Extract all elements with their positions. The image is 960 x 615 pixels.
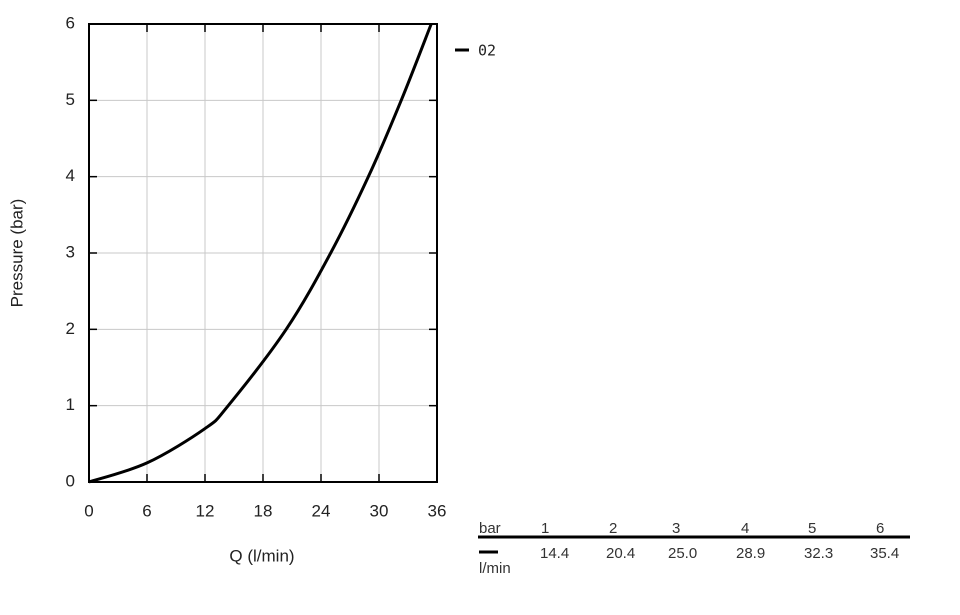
table-header-cell: 4	[741, 520, 749, 537]
x-tick-label: 30	[370, 501, 389, 520]
table-cell: 28.9	[736, 545, 765, 562]
table-header-cell: 5	[808, 520, 816, 537]
x-tick-label: 12	[196, 501, 215, 520]
y-tick-label: 1	[66, 395, 75, 414]
table-cell: 25.0	[668, 545, 697, 562]
table-header-cell: 3	[672, 520, 680, 537]
x-axis-label: Q (l/min)	[229, 546, 294, 565]
table-header-cell: 1	[541, 520, 549, 537]
y-tick-label: 4	[66, 166, 75, 185]
y-tick-label: 2	[66, 319, 75, 338]
line-series	[88, 23, 433, 484]
table-cell: 35.4	[870, 545, 899, 562]
x-tick-label: 6	[142, 501, 151, 520]
y-tick-label: 5	[66, 90, 75, 109]
table-cell: 14.4	[540, 545, 569, 562]
y-axis-label: Pressure (bar)	[7, 199, 26, 308]
x-tick-label: 0	[84, 501, 93, 520]
table-header-cell: bar	[479, 520, 501, 537]
x-tick-label: 18	[254, 501, 273, 520]
plot-frame	[88, 23, 438, 483]
table-cell: 32.3	[804, 545, 833, 562]
y-tick-label: 0	[66, 471, 75, 490]
y-tick-label: 6	[66, 13, 75, 32]
table-header-cell: 2	[609, 520, 617, 537]
x-tick-label: 36	[428, 501, 447, 520]
legend-label: 02	[478, 42, 496, 60]
x-tick-label: 24	[312, 501, 331, 520]
table-row-unit: l/min	[479, 560, 511, 577]
table-header-cell: 6	[876, 520, 884, 537]
table-cell: 20.4	[606, 545, 635, 562]
y-tick-label: 3	[66, 242, 75, 261]
